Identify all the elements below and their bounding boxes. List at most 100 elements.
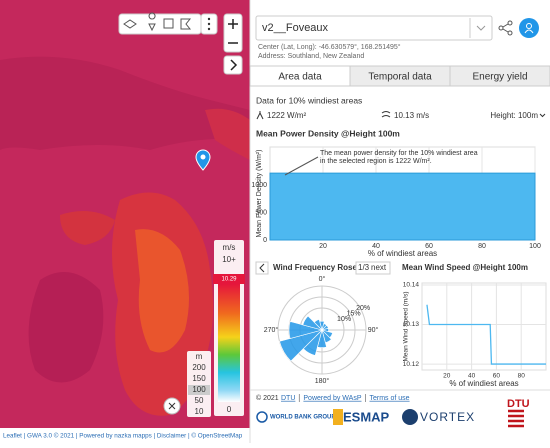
tab-label: Energy yield [472, 72, 527, 83]
share-icon[interactable] [498, 20, 513, 36]
ring-label: 15% [347, 310, 361, 317]
x-tick-label: 20 [319, 243, 327, 250]
x-tick-label: 40 [372, 243, 380, 250]
sector [302, 315, 324, 331]
rose-page: 1/3 [358, 263, 370, 272]
x-tick-label: 60 [493, 373, 501, 380]
direction-label: 0° [319, 275, 326, 283]
annotation-pointer [284, 156, 319, 176]
tab-label: Area data [278, 72, 322, 83]
y-axis-label: Mean Wind Speed (m/s) [403, 291, 410, 361]
user-button[interactable] [519, 18, 539, 38]
plot-area [421, 282, 547, 371]
logo-text: WORLD BANK GROUP [270, 415, 335, 421]
line [426, 304, 546, 365]
y-tick-label: 500 [255, 209, 267, 216]
copyright: © 2021 [256, 394, 279, 402]
pager[interactable] [355, 261, 391, 275]
wind-icon [381, 111, 391, 118]
ring-label: 20% [356, 305, 370, 312]
logo-text: VORTEX [420, 410, 475, 424]
island-high [135, 229, 189, 353]
y-axis-label: Mean Power Density (W/m²) [256, 150, 263, 238]
tab-label: Temporal data [368, 72, 432, 83]
legend-marker-label: 10.29 [221, 277, 237, 283]
height-option[interactable]: 100 [192, 385, 206, 394]
tab[interactable] [449, 65, 550, 87]
direction-label: 270° [264, 326, 279, 334]
y-tick-label: 1000 [251, 182, 267, 189]
direction-label: 180° [315, 377, 330, 385]
layers-icon[interactable] [123, 19, 137, 29]
height-select[interactable]: Height: 100m [490, 111, 538, 120]
legend-max: 10+ [222, 255, 236, 264]
land [0, 56, 250, 150]
logo-worldbank [256, 411, 268, 423]
direction-label: 90° [368, 326, 379, 334]
ring-label: 10% [337, 316, 351, 323]
legend-min: 0 [227, 405, 232, 414]
height-option[interactable]: 50 [195, 396, 204, 405]
gradient [218, 284, 240, 402]
logo-text: DTU [507, 398, 530, 410]
rose-next[interactable]: next [371, 263, 387, 272]
wind-speed: 10.13 m/s [394, 111, 429, 120]
power-icon [256, 111, 264, 120]
x-tick-label: 40 [468, 373, 476, 380]
y-tick-label: 10.14 [403, 282, 420, 289]
chart-title: Mean Power Density @Height 100m [256, 128, 400, 138]
site-marker[interactable] [195, 149, 211, 171]
dropdown-arrow[interactable] [476, 25, 486, 31]
expand-button[interactable] [223, 55, 243, 75]
area [269, 172, 536, 241]
poly-icon[interactable] [180, 18, 192, 30]
power-density: 1222 W/m² [267, 111, 306, 120]
height-option[interactable]: 150 [192, 374, 206, 383]
dtu-stripes [508, 409, 524, 428]
map-toolbar[interactable] [118, 13, 202, 35]
height-option[interactable]: 200 [192, 363, 206, 372]
close-icon [168, 402, 176, 410]
map-footer-bg [0, 428, 250, 443]
x-tick-label: 60 [425, 243, 433, 250]
land [205, 108, 250, 160]
islet [60, 211, 115, 245]
sector [313, 319, 323, 332]
site-name: v2__Foveaux [262, 22, 329, 34]
user-icon [524, 23, 534, 34]
height-option[interactable]: 10 [195, 407, 204, 416]
x-tick-label: 100 [529, 243, 541, 250]
x-tick-label: 80 [478, 243, 486, 250]
rect-icon[interactable] [163, 18, 174, 29]
logo-text: ESMAP [343, 409, 390, 424]
zoom-icons[interactable] [228, 19, 238, 44]
sector [279, 329, 324, 362]
legend-unit: m/s [223, 243, 236, 252]
chevron [230, 59, 238, 71]
annotation: The mean power density for the 10% windi… [320, 150, 478, 157]
center-coords: Center (Lat, Long): -46.630579°, 168.251… [258, 43, 401, 51]
vortex-mark [402, 409, 418, 425]
footer-link[interactable]: Powered by WAsP [303, 395, 361, 402]
sector [288, 321, 324, 339]
pin-icon[interactable] [148, 12, 156, 32]
address: Address: Southland, New Zealand [258, 53, 364, 60]
map[interactable] [0, 0, 250, 443]
site-select[interactable] [255, 15, 493, 41]
height-unit: m [196, 352, 203, 361]
y-tick-label: 0 [263, 237, 267, 244]
height-legend[interactable] [187, 351, 211, 417]
footer-link[interactable]: Terms of use [370, 395, 410, 402]
y-tick-label: 10.13 [403, 321, 420, 328]
footer-link[interactable]: DTU [281, 395, 295, 402]
annotation: in the selected region is 1222 W/m². [320, 158, 432, 165]
rose-title: Wind Frequency Rose [273, 263, 357, 272]
land [28, 272, 104, 383]
prev-button[interactable] [255, 261, 269, 275]
speed-title: Mean Wind Speed @Height 100m [402, 263, 528, 272]
map-attribution[interactable]: Leaflet | GWA 3.0 © 2021 | Powered by na… [3, 432, 243, 440]
selected-height [188, 385, 210, 395]
area-heading: Data for 10% windiest areas [256, 95, 362, 105]
x-axis-label: % of windiest areas [368, 249, 437, 258]
